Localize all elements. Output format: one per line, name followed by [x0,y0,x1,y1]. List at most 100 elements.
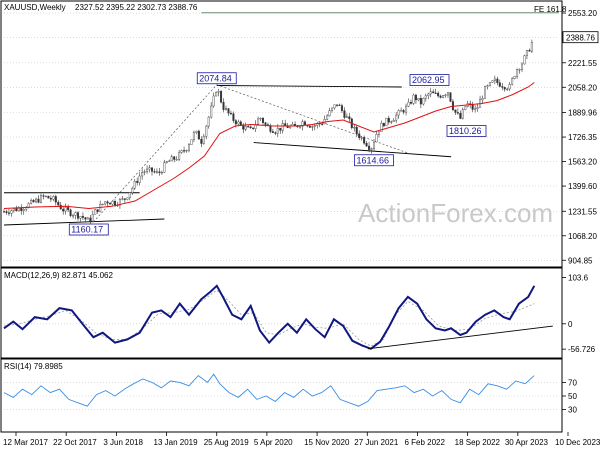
candle-body [377,131,380,135]
candle-body [459,113,462,119]
candle-body [326,115,329,120]
candle-body [10,210,13,214]
candle-body [474,108,477,110]
candle-body [111,201,114,205]
candle-body [442,95,445,98]
price-panel: ActionForex.com FE 161.8 2074.84 2062.95 1… [0,0,567,268]
macd-panel-frame [0,267,563,359]
candle-body [165,161,168,163]
candle-body [328,110,331,117]
price-trendline [3,218,165,226]
candle-body [136,181,139,183]
price-trendline [216,85,402,88]
candle-body [476,107,479,110]
candle-body [49,198,52,200]
candle-body [180,150,183,153]
watermark-text: ActionForex.com [358,198,553,228]
candle-body [412,94,415,104]
candle-body [387,117,390,123]
candle-body [299,126,302,128]
candle-body [276,127,279,134]
candle-body [471,104,474,110]
price-tick-label: 1231.55 [568,207,597,216]
candle-body [183,150,186,152]
candle-body [173,156,176,160]
candle-body [155,171,158,173]
candle-body [311,126,314,128]
candle-body [234,120,237,125]
candle-body [69,209,72,216]
rsi-tick-label: 70 [568,378,577,387]
candle-body [274,132,277,134]
candle-body [355,127,358,134]
candle-body [86,217,89,220]
candle-body [170,156,173,162]
price-annotation-box [196,72,237,85]
symbol-label: XAUUSD,Weekly [4,3,66,12]
candle-body [62,208,65,212]
candle-body [437,92,440,97]
candle-body [187,144,190,151]
time-tick-label: 22 Oct 2017 [53,438,97,447]
candle-body [392,120,395,122]
candle-body [353,127,356,129]
candle-body [76,212,79,219]
candle-body [281,123,284,131]
candle-body [284,123,287,126]
candle-body [35,198,38,203]
candle-body [434,92,437,94]
candle-body [57,201,60,206]
candle-body [516,69,519,77]
candle-body [229,112,232,115]
time-tick-label: 3 Jun 2018 [103,438,143,447]
candle-body [72,215,75,217]
candle-body [74,212,77,216]
candle-body [96,209,99,212]
candle-body [417,98,420,101]
candle-body [94,209,97,215]
candle-body [333,104,336,109]
candle-body [419,98,422,105]
candle-body [358,133,361,139]
candle-body [7,212,10,214]
candle-body [429,91,432,95]
candle-body [52,196,55,200]
candle-body [449,92,452,102]
candle-body [271,131,274,133]
candle-body [84,217,87,220]
candle-body [252,127,255,129]
price-trendline [253,142,452,158]
candle-body [121,198,124,200]
candle-body [525,50,528,56]
candle-body [528,50,531,52]
price-annotation-label: 1160.17 [71,225,103,235]
time-axis: 12 Mar 2017 22 Oct 2017 3 Jun 2018 13 Jan 2… [3,432,600,447]
candle-body [237,121,240,125]
macd-line [3,284,536,350]
candle-body [518,69,521,71]
rsi-label: RSI(14) 79.8985 [4,362,63,371]
time-tick-label: 15 Nov 2020 [304,438,350,447]
price-annotation-label: 1614.66 [357,155,390,165]
price-tick-label: 1889.96 [568,109,597,118]
rsi-gridlines [4,382,559,410]
candle-body [395,114,398,121]
candle-body [363,137,366,144]
candle-body [17,208,20,212]
price-annotation-label: 1810.26 [449,126,482,136]
candle-body [432,91,435,94]
candle-body [439,95,442,98]
price-tick-label: 1726.35 [568,133,597,142]
candle-body [301,121,304,127]
candle-body [414,94,417,101]
candle-body [222,101,225,110]
candle-body [321,123,324,125]
candle-body [244,126,247,130]
candle-body [481,98,484,101]
candle-body [382,123,385,127]
candle-body [178,152,181,160]
candle-body [331,107,334,111]
candle-body [501,86,504,88]
candle-body [444,94,447,96]
candle-body [37,198,40,203]
